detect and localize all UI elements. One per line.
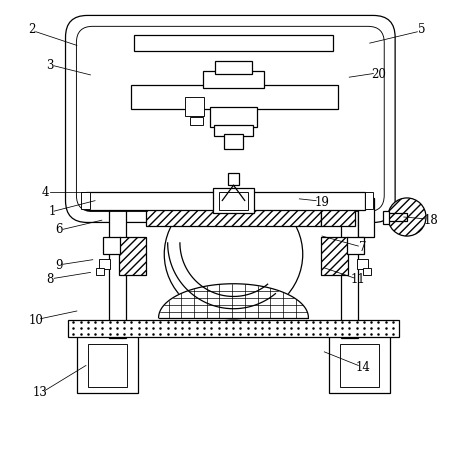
Text: 4: 4: [42, 187, 49, 199]
Bar: [134, 35, 333, 51]
Bar: [341, 193, 358, 338]
Bar: [347, 237, 364, 254]
Bar: [321, 209, 355, 226]
Bar: [109, 193, 126, 338]
Circle shape: [388, 198, 426, 236]
Bar: [365, 192, 373, 209]
Bar: [185, 97, 205, 116]
Text: 1: 1: [48, 205, 56, 217]
Bar: [210, 107, 257, 127]
Polygon shape: [159, 284, 308, 318]
Bar: [81, 192, 90, 209]
Text: 9: 9: [55, 259, 63, 272]
Bar: [321, 209, 355, 226]
Text: 19: 19: [315, 196, 329, 208]
Text: 13: 13: [33, 386, 48, 399]
Bar: [357, 259, 368, 269]
Bar: [86, 192, 365, 210]
FancyBboxPatch shape: [65, 15, 395, 222]
Text: 5: 5: [418, 23, 425, 36]
Bar: [146, 209, 321, 226]
Text: 2: 2: [28, 23, 35, 36]
Bar: [131, 85, 338, 109]
Polygon shape: [321, 237, 348, 275]
Bar: [340, 344, 379, 387]
Text: 14: 14: [355, 361, 370, 374]
Text: 10: 10: [28, 314, 43, 326]
Bar: [99, 259, 110, 269]
Bar: [215, 61, 252, 74]
Bar: [77, 336, 138, 393]
Text: 8: 8: [46, 273, 53, 286]
Bar: [387, 213, 407, 221]
Bar: [219, 192, 248, 210]
Bar: [329, 336, 390, 393]
Bar: [88, 344, 127, 387]
Text: 20: 20: [371, 69, 386, 81]
Bar: [213, 188, 254, 213]
Text: 6: 6: [55, 223, 63, 236]
Bar: [224, 134, 243, 149]
Text: 11: 11: [351, 273, 366, 286]
Bar: [358, 198, 374, 237]
Bar: [214, 125, 253, 136]
Bar: [103, 237, 120, 254]
Text: 3: 3: [46, 59, 53, 72]
Bar: [203, 71, 264, 88]
Text: 18: 18: [424, 214, 439, 227]
Polygon shape: [119, 237, 146, 275]
Bar: [146, 209, 321, 226]
Bar: [96, 268, 104, 275]
Text: 7: 7: [359, 241, 367, 254]
Bar: [228, 173, 239, 185]
Bar: [383, 211, 389, 224]
Bar: [68, 320, 399, 337]
Bar: [363, 268, 371, 275]
Ellipse shape: [164, 190, 303, 319]
Bar: [190, 117, 203, 125]
